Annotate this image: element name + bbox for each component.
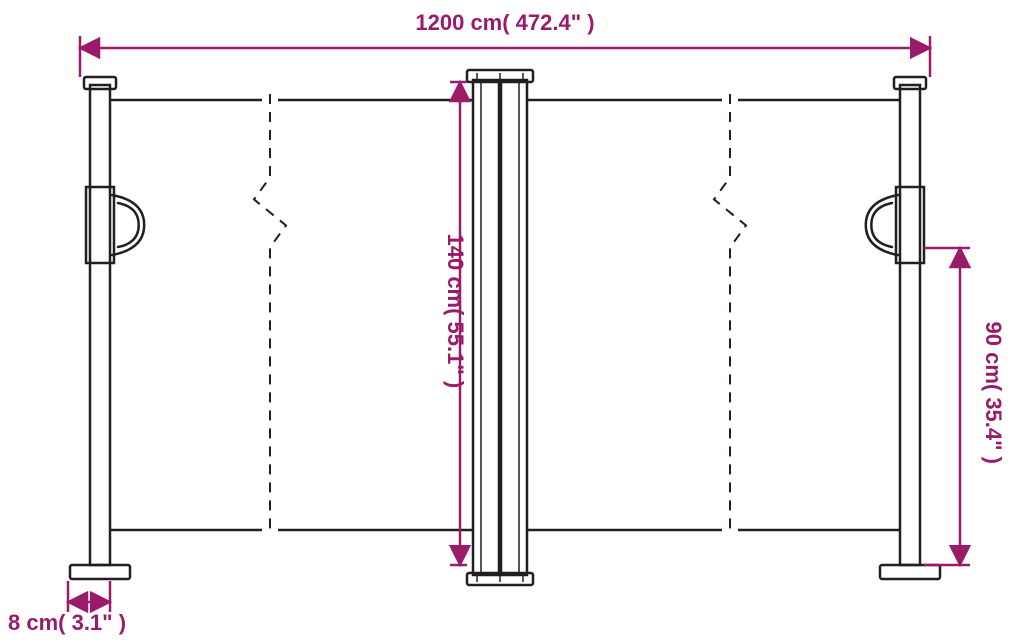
dimension-diagram: 1200 cm( 472.4" ) 140 cm( 55.1" ) 90 cm( 3… [0, 0, 1020, 642]
center-cassette-right [501, 80, 527, 575]
break-line-right [714, 94, 746, 536]
break-line-left [254, 94, 286, 536]
right-handle-inner [871, 203, 892, 247]
left-post [90, 85, 110, 565]
left-handle-inner [118, 203, 139, 247]
dim-depth-label: 8 cm( 3.1" ) [8, 610, 126, 635]
dim-height-center-label: 140 cm( 55.1" ) [443, 234, 468, 389]
right-post [900, 85, 920, 565]
dim-height-right-label: 90 cm( 35.4" ) [981, 322, 1006, 465]
center-cassette-left [473, 80, 499, 575]
dim-width-label: 1200 cm( 472.4" ) [415, 10, 594, 35]
left-post-foot [70, 565, 130, 579]
right-post-foot [880, 565, 940, 579]
